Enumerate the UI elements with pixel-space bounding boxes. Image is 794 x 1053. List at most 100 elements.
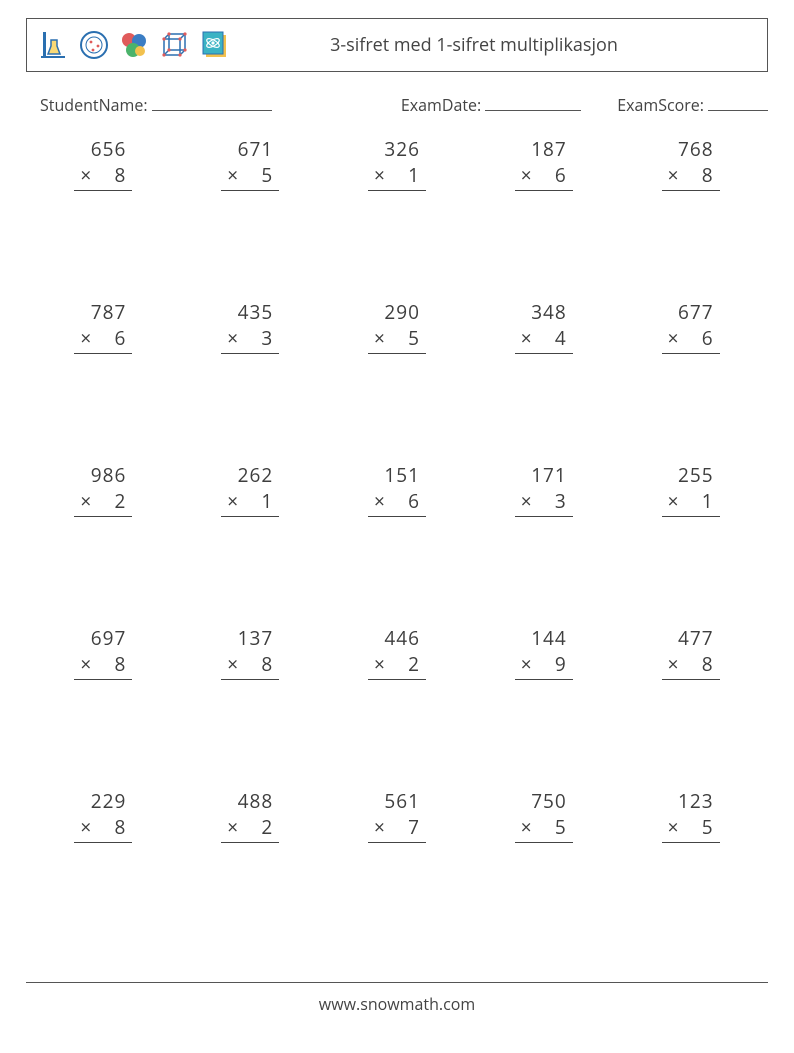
- multiplication-problem: 326×1: [324, 136, 471, 191]
- multiplier: 9: [555, 651, 567, 677]
- molecules-icon: [117, 28, 151, 62]
- footer-text: www.snowmath.com: [0, 993, 794, 1015]
- multiplicand: 446: [368, 625, 426, 651]
- multiplicand: 787: [74, 299, 132, 325]
- multiplicand: 171: [515, 462, 573, 488]
- multiplication-problem: 656×8: [30, 136, 177, 191]
- operator: ×: [521, 162, 533, 188]
- multiplicand: 326: [368, 136, 426, 162]
- cube-wire-icon: [157, 28, 191, 62]
- multiplication-problem: 144×9: [470, 625, 617, 680]
- multiplication-problem: 187×6: [470, 136, 617, 191]
- multiplier-row: ×2: [368, 651, 426, 680]
- multiplication-problem: 561×7: [324, 788, 471, 843]
- operator: ×: [668, 651, 680, 677]
- multiplier: 1: [261, 488, 273, 514]
- student-name-field: StudentName:: [40, 94, 272, 116]
- operator: ×: [374, 651, 386, 677]
- multiplicand: 262: [221, 462, 279, 488]
- multiplier: 5: [702, 814, 714, 840]
- multiplicand: 348: [515, 299, 573, 325]
- multiplier-row: ×3: [221, 325, 279, 354]
- multiplier-row: ×8: [74, 814, 132, 843]
- header-bar: 3-sifret med 1-sifret multiplikasjon: [26, 18, 768, 72]
- multiplier-row: ×9: [515, 651, 573, 680]
- multiplier-row: ×8: [74, 651, 132, 680]
- multiplier-row: ×4: [515, 325, 573, 354]
- multiplier: 6: [408, 488, 420, 514]
- multiplicand: 151: [368, 462, 426, 488]
- multiplier: 1: [702, 488, 714, 514]
- operator: ×: [521, 814, 533, 840]
- student-name-blank: [152, 97, 272, 111]
- multiplication-problem: 229×8: [30, 788, 177, 843]
- multiplication-problem: 677×6: [617, 299, 764, 354]
- multiplication-problem: 697×8: [30, 625, 177, 680]
- operator: ×: [80, 814, 92, 840]
- multiplication-problem: 435×3: [177, 299, 324, 354]
- multiplicand: 144: [515, 625, 573, 651]
- multiplicand: 677: [662, 299, 720, 325]
- operator: ×: [80, 325, 92, 351]
- operator: ×: [521, 488, 533, 514]
- operator: ×: [80, 651, 92, 677]
- multiplier: 8: [115, 651, 127, 677]
- multiplier-row: ×1: [368, 162, 426, 191]
- multiplicand: 561: [368, 788, 426, 814]
- multiplier: 3: [555, 488, 567, 514]
- multiplicand: 137: [221, 625, 279, 651]
- multiplication-problem: 787×6: [30, 299, 177, 354]
- exam-date-label: ExamDate:: [401, 94, 481, 116]
- multiplicand: 255: [662, 462, 720, 488]
- multiplier: 2: [408, 651, 420, 677]
- multiplication-problem: 151× 6: [324, 462, 471, 517]
- icon-row: [37, 28, 231, 62]
- flask-stand-icon: [37, 28, 71, 62]
- operator: ×: [668, 814, 680, 840]
- operator: ×: [374, 325, 386, 351]
- operator: ×: [668, 488, 680, 514]
- multiplicand: 477: [662, 625, 720, 651]
- multiplier: 2: [115, 488, 127, 514]
- multiplier: 8: [261, 651, 273, 677]
- operator: ×: [227, 651, 239, 677]
- exam-score-label: ExamScore:: [617, 94, 704, 116]
- multiplication-problem: 255×1: [617, 462, 764, 517]
- multiplicand: 229: [74, 788, 132, 814]
- multiplier-row: ×6: [662, 325, 720, 354]
- multiplicand: 697: [74, 625, 132, 651]
- multiplication-problem: 171× 3: [470, 462, 617, 517]
- multiplier-row: ×7: [368, 814, 426, 843]
- multiplication-problem: 123×5: [617, 788, 764, 843]
- footer-divider: [26, 982, 768, 983]
- multiplicand: 187: [515, 136, 573, 162]
- multiplier-row: ×5: [515, 814, 573, 843]
- petri-dish-icon: [77, 28, 111, 62]
- exam-date-blank: [485, 97, 581, 111]
- multiplicand: 488: [221, 788, 279, 814]
- operator: ×: [374, 488, 386, 514]
- multiplication-problem: 477×8: [617, 625, 764, 680]
- operator: ×: [227, 814, 239, 840]
- multiplier: 4: [555, 325, 567, 351]
- multiplier: 3: [261, 325, 273, 351]
- multiplier-row: ×5: [368, 325, 426, 354]
- exam-score-blank: [708, 97, 768, 111]
- multiplier-row: ×8: [221, 651, 279, 680]
- multiplier-row: ×6: [74, 325, 132, 354]
- multiplier-row: ×8: [662, 162, 720, 191]
- atom-book-icon: [197, 28, 231, 62]
- multiplier-row: ×5: [662, 814, 720, 843]
- operator: ×: [521, 325, 533, 351]
- problem-grid: 656×8671×5326×1187×6768×8787×6435×3290×5…: [26, 136, 768, 843]
- multiplier: 5: [408, 325, 420, 351]
- student-name-label: StudentName:: [40, 94, 148, 116]
- multiplier: 8: [115, 814, 127, 840]
- multiplier-row: ×1: [662, 488, 720, 517]
- multiplier: 2: [261, 814, 273, 840]
- operator: ×: [227, 488, 239, 514]
- operator: ×: [521, 651, 533, 677]
- multiplicand: 768: [662, 136, 720, 162]
- multiplication-problem: 488× 2: [177, 788, 324, 843]
- multiplier-row: ×5: [221, 162, 279, 191]
